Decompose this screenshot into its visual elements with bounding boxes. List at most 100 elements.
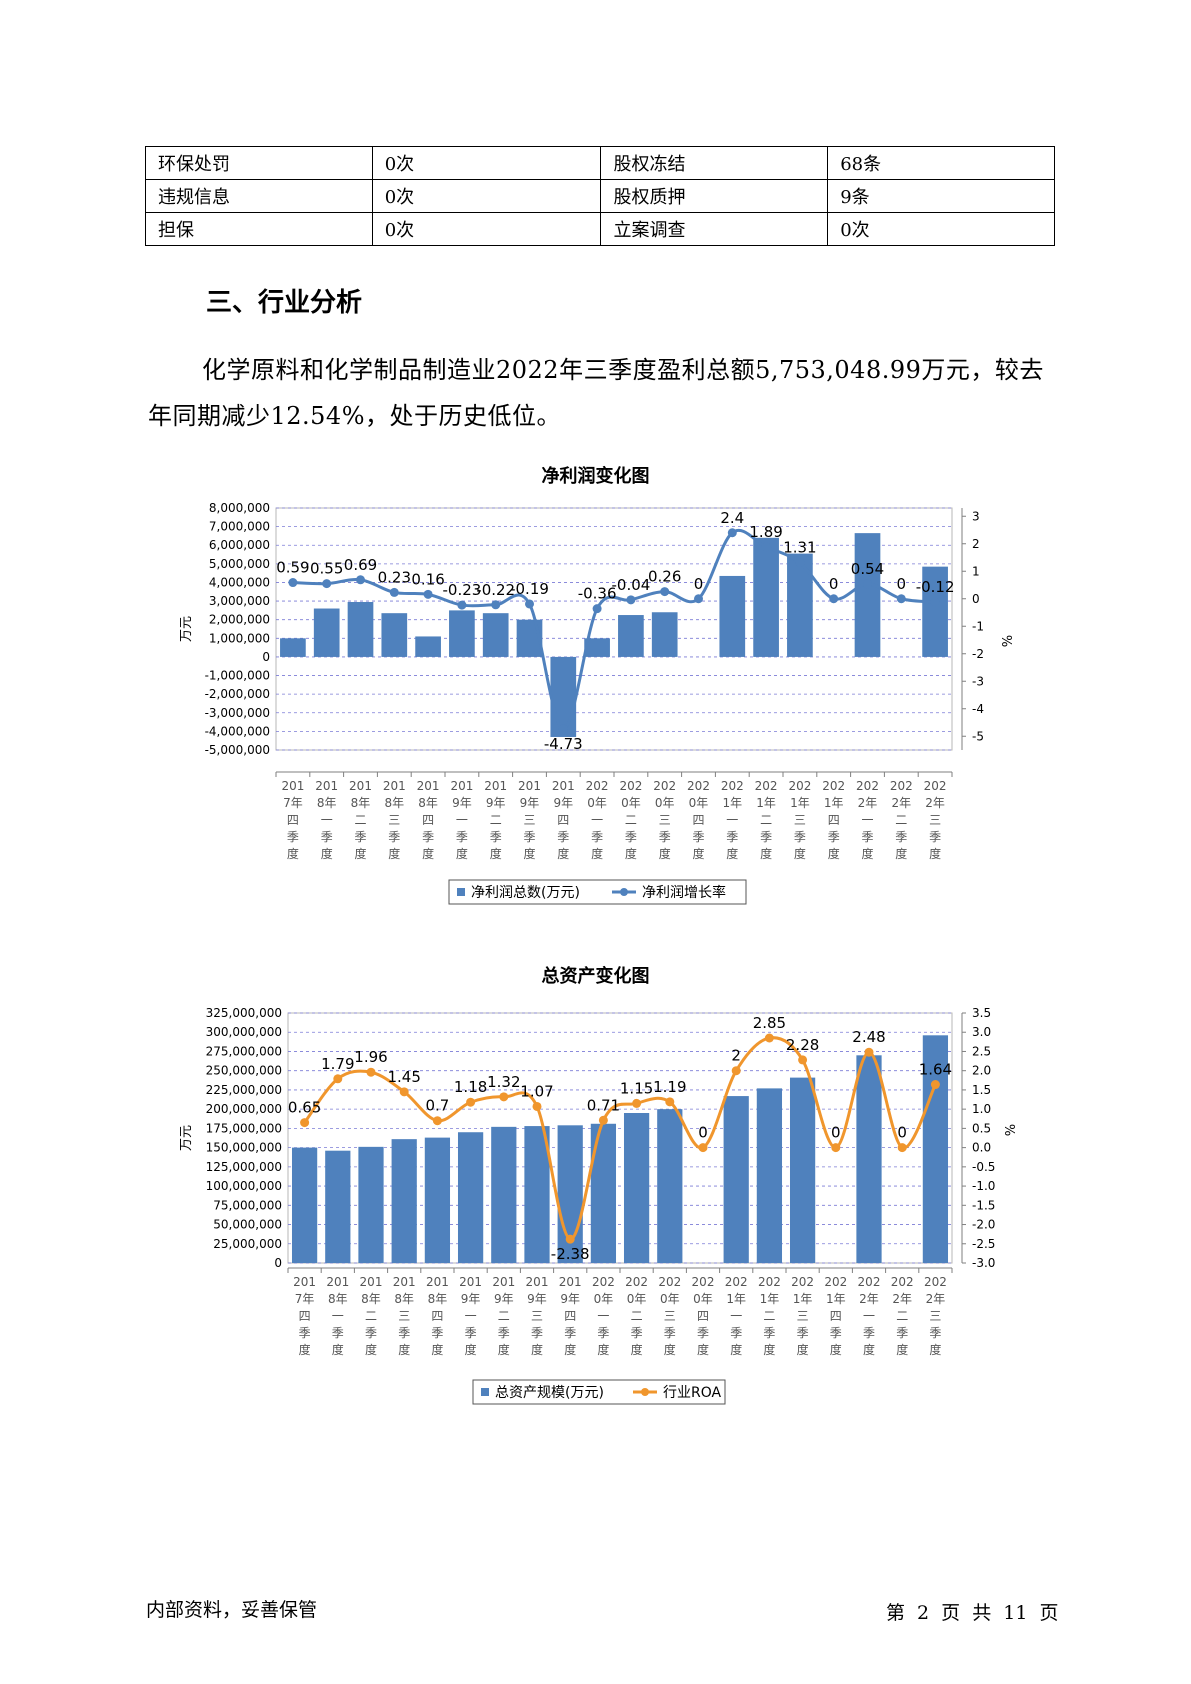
data-label: 0 xyxy=(897,575,907,593)
bar xyxy=(584,638,610,657)
line-point xyxy=(660,587,670,597)
line-point xyxy=(896,594,906,604)
line-point xyxy=(829,594,839,604)
line-point xyxy=(727,528,737,538)
y2-tick-label: -2.0 xyxy=(972,1218,995,1232)
y2-axis-title: % xyxy=(998,635,1013,647)
y2-tick-label: -2.5 xyxy=(972,1237,995,1251)
y-tick-label: 200,000,000 xyxy=(206,1102,282,1116)
bar xyxy=(415,636,441,657)
y-tick-label: 8,000,000 xyxy=(209,501,270,515)
bar xyxy=(358,1146,384,1263)
x-tick-label: 201 8年三季度 xyxy=(383,779,406,861)
x-tick-label: 201 8年一季度 xyxy=(326,1275,349,1357)
data-label: -0.23 xyxy=(442,581,481,599)
chart-title-total-assets: 总资产变化图 xyxy=(541,966,650,987)
y-tick-label: 75,000,000 xyxy=(213,1198,282,1212)
line-point xyxy=(491,600,501,610)
y-tick-label: -4,000,000 xyxy=(205,724,270,738)
legend-bar-swatch xyxy=(457,888,465,896)
y2-tick-label: 1 xyxy=(972,564,980,578)
data-label: -0.04 xyxy=(611,576,650,594)
data-label: 2.28 xyxy=(786,1036,819,1054)
bar xyxy=(657,1109,683,1263)
data-label: 1.15 xyxy=(620,1079,653,1097)
line-point xyxy=(930,1080,940,1090)
line-point xyxy=(333,1074,343,1084)
y2-tick-label: 2 xyxy=(972,537,980,551)
series-line xyxy=(303,1036,937,1241)
y-tick-label: 25,000,000 xyxy=(213,1237,282,1251)
line-point xyxy=(632,1098,642,1108)
data-label: 2.85 xyxy=(753,1014,786,1032)
total-assets-chart: 325,000,000300,000,000275,000,000250,000… xyxy=(179,1006,1016,1405)
data-label: 0.59 xyxy=(276,559,309,577)
section-heading: 三、行业分析 xyxy=(206,288,363,318)
legend-bar-label: 总资产规模(万元) xyxy=(495,1385,604,1401)
data-label: 1.96 xyxy=(354,1048,387,1066)
bar xyxy=(856,1055,882,1263)
line-point xyxy=(864,1047,874,1057)
bar xyxy=(922,566,948,657)
line-point xyxy=(626,595,636,605)
line-point xyxy=(399,1087,409,1097)
table-cell: 担保 xyxy=(145,212,373,246)
x-tick-label: 201 8年一季度 xyxy=(315,779,338,861)
table-cell: 违规信息 xyxy=(145,179,373,213)
x-tick-label: 201 8年二季度 xyxy=(360,1275,383,1357)
y-tick-label: 1,000,000 xyxy=(209,631,270,645)
line-point xyxy=(598,1115,608,1125)
line-point xyxy=(558,724,568,734)
legend-box xyxy=(448,879,747,905)
x-tick-label: 202 2年二季度 xyxy=(890,779,913,861)
data-label: 1.18 xyxy=(454,1078,487,1096)
x-tick-label: 201 8年四季度 xyxy=(426,1275,449,1357)
y-tick-label: 250,000,000 xyxy=(206,1064,282,1078)
x-tick-label: 201 9年二季度 xyxy=(492,1275,515,1357)
y2-tick-label: -0.5 xyxy=(972,1160,995,1174)
table-cell: 0次 xyxy=(371,146,602,180)
data-label: 0.71 xyxy=(587,1096,620,1114)
y-tick-label: 300,000,000 xyxy=(206,1025,282,1039)
x-tick-label: 202 1年一季度 xyxy=(721,779,744,861)
y2-tick-label: -1.5 xyxy=(972,1198,995,1212)
line-point xyxy=(389,587,399,597)
data-label: 1.89 xyxy=(749,523,782,541)
y-tick-label: 3,000,000 xyxy=(209,594,270,608)
x-tick-label: 202 1年一季度 xyxy=(725,1275,748,1357)
bar xyxy=(618,615,644,657)
data-label: 1.07 xyxy=(520,1082,553,1100)
bar xyxy=(719,575,746,657)
bar xyxy=(381,613,408,657)
y-axis-title: 万元 xyxy=(179,1125,194,1151)
y2-tick-label: 1.5 xyxy=(972,1083,991,1097)
bar xyxy=(482,613,509,657)
line-point xyxy=(532,1101,542,1111)
table-cell: 0次 xyxy=(371,179,602,213)
table-cell: 股权质押 xyxy=(600,179,829,213)
data-label: -0.19 xyxy=(510,580,549,598)
legend-line-label: 行业ROA xyxy=(663,1385,722,1401)
data-label: 1.32 xyxy=(487,1073,520,1091)
x-tick-label: 202 1年三季度 xyxy=(788,779,811,861)
x-tick-label: 201 9年四季度 xyxy=(552,779,575,861)
table-cell: 股权冻结 xyxy=(600,146,829,180)
data-label: 2.4 xyxy=(720,509,744,527)
plot-area xyxy=(275,507,953,751)
x-tick-label: 202 2年三季度 xyxy=(924,779,947,861)
y-tick-label: 275,000,000 xyxy=(206,1044,282,1058)
y2-tick-label: 3.0 xyxy=(972,1025,991,1039)
data-label: -2.38 xyxy=(551,1245,590,1263)
x-tick-label: 202 0年三季度 xyxy=(658,1275,681,1357)
x-tick-label: 202 0年一季度 xyxy=(586,779,609,861)
y-tick-label: 4,000,000 xyxy=(209,575,270,589)
x-tick-label: 202 1年四季度 xyxy=(822,779,845,861)
bar xyxy=(723,1096,749,1263)
x-tick-label: 201 7年四季度 xyxy=(293,1275,316,1357)
line-point xyxy=(831,1143,841,1153)
data-label: 0.65 xyxy=(288,1099,321,1117)
y-tick-label: -2,000,000 xyxy=(205,687,270,701)
bar xyxy=(753,537,779,657)
line-point xyxy=(698,1143,708,1153)
analysis-paragraph: 化学原料和化学制品制造业2022年三季度盈利总额5,753,048.99万元，较… xyxy=(148,356,1044,430)
